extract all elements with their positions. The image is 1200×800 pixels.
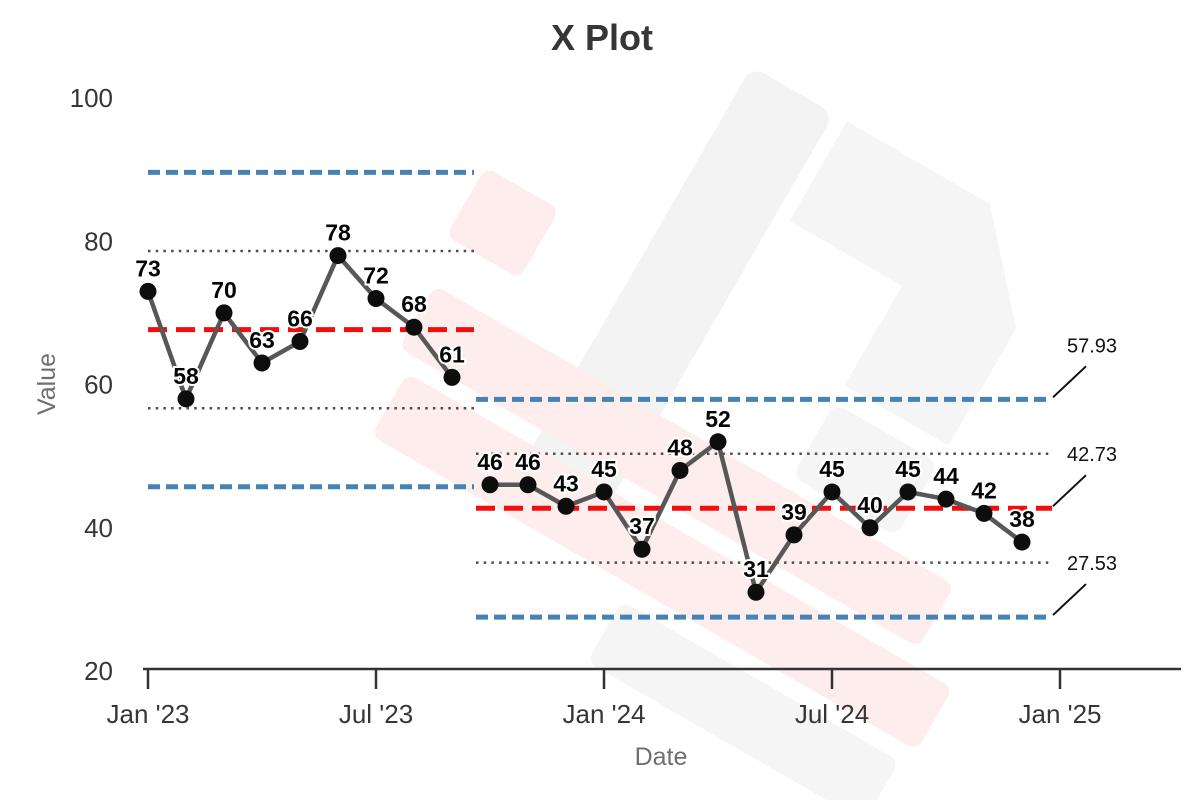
data-point-label: 48 [667,434,693,460]
data-point-marker [785,526,803,544]
watermark-arch [789,121,1017,446]
data-point-label: 45 [819,456,845,482]
data-point-marker [899,483,917,501]
x-tick-label: Jan '24 [562,699,645,729]
data-point-marker [709,433,727,451]
x-tick-label: Jul '24 [795,699,869,729]
data-point-label: 58 [173,363,199,389]
y-tick-label: 100 [70,83,113,113]
data-point-label: 73 [135,255,161,281]
y-tick-label: 60 [84,370,113,400]
data-point-marker [177,390,195,408]
y-axis-title: Value [33,352,61,416]
y-tick-label: 40 [84,513,113,543]
data-point-marker [139,282,157,300]
data-point-marker [633,540,651,558]
data-point-label: 45 [591,456,617,482]
data-point-label: 66 [287,306,313,332]
data-point-label: 44 [933,463,959,489]
data-point-marker [747,583,765,601]
data-point-marker [595,483,613,501]
data-point-label: 70 [211,277,237,303]
data-point-label: 43 [553,470,579,496]
data-point-marker [975,504,993,522]
data-point-label: 46 [515,449,541,475]
data-point-marker [861,519,879,537]
data-point-marker [671,461,689,479]
data-point-marker [215,304,233,322]
data-point-label: 45 [895,456,921,482]
data-point-label: 52 [705,406,731,432]
limit-leader-line [1052,365,1087,399]
data-point-label: 39 [781,499,807,525]
data-point-marker [1013,533,1031,551]
data-point-label: 37 [629,513,655,539]
x-tick-label: Jan '23 [106,699,189,729]
data-point-marker [405,318,423,336]
data-point-marker [329,247,347,265]
data-point-marker [519,476,537,494]
x-tick-label: Jan '25 [1018,699,1101,729]
data-point-label: 72 [363,263,389,289]
watermark-pink-square [449,170,556,275]
data-point-label: 38 [1009,506,1035,532]
data-point-marker [481,476,499,494]
x-tick-label: Jul '23 [339,699,413,729]
data-point-marker [557,497,575,515]
y-tick-label: 20 [84,656,113,686]
limit-label: 57.93 [1067,335,1117,357]
watermark-gray-band [590,604,896,800]
data-point-marker [291,333,309,351]
chart-title: X Plot [550,17,653,58]
data-point-label: 61 [439,341,465,367]
data-point-marker [937,490,955,508]
data-point-label: 78 [325,220,351,246]
data-point-label: 42 [971,477,997,503]
data-point-marker [253,354,271,372]
data-point-marker [443,368,461,386]
data-point-marker [367,290,385,308]
data-point-label: 31 [743,556,769,582]
limit-leader-line [1052,474,1087,507]
data-point-label: 46 [477,449,503,475]
data-point-marker [823,483,841,501]
data-point-label: 68 [401,291,427,317]
x-axis-title: Date [634,743,688,771]
data-point-label: 63 [249,327,275,353]
limit-leader-line [1052,583,1087,616]
limit-label: 27.53 [1067,553,1117,575]
y-tick-label: 80 [84,226,113,256]
data-point-label: 40 [857,492,883,518]
limit-label: 42.73 [1067,444,1117,466]
